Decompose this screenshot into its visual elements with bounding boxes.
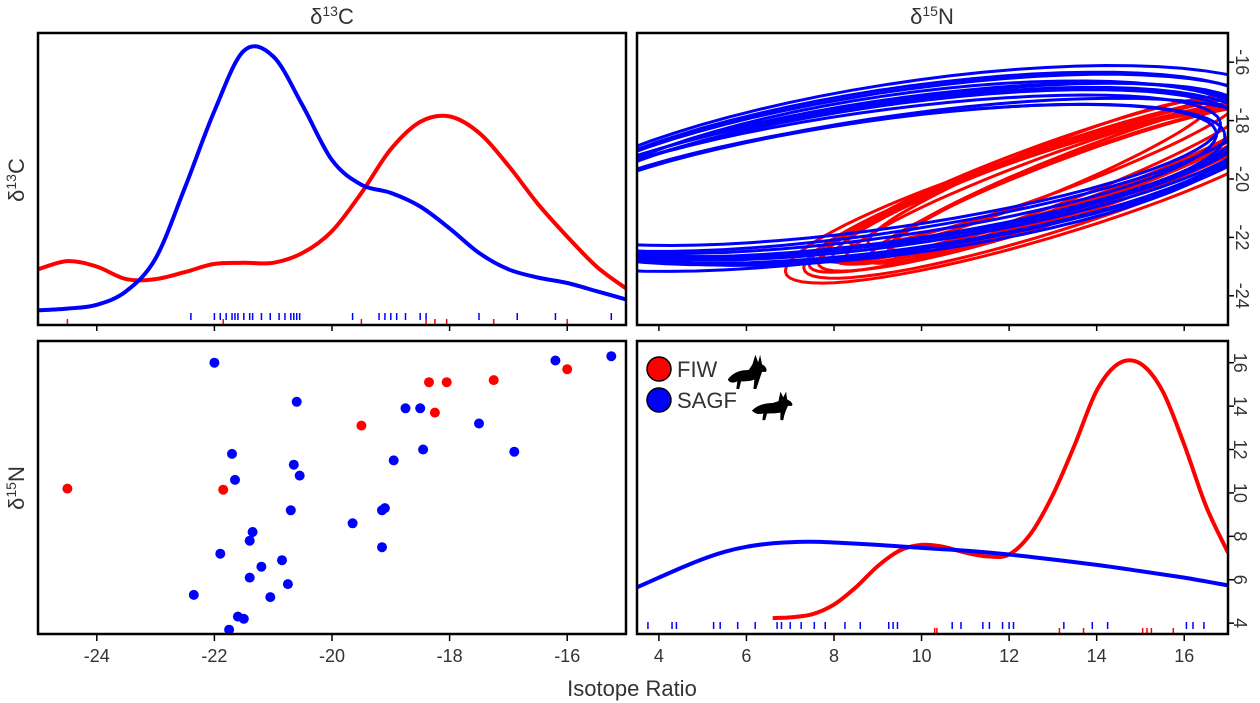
- scatter-panel: -24 -22 -20 -18 -16: [36, 339, 628, 666]
- legend-swatch-fiw: [646, 356, 672, 382]
- ellipse-sagf: [637, 96, 1228, 273]
- row1-label: δ13C: [3, 158, 29, 202]
- x-tick-label: 10: [912, 646, 932, 666]
- density-line-sagf: [38, 44, 626, 313]
- point-sagf: [188, 589, 199, 600]
- panel-frame: [635, 339, 1230, 636]
- point-sagf: [209, 357, 220, 368]
- legend-label-fiw: FIW: [677, 357, 718, 382]
- y-tick-label: -24: [1232, 283, 1252, 309]
- fox-icon: [727, 354, 767, 389]
- x-axis-title: Isotope Ratio: [567, 676, 697, 701]
- density-line-fiw: [772, 358, 1228, 621]
- point-sagf: [550, 355, 561, 366]
- x-tick-label: -16: [554, 646, 580, 666]
- point-fiw: [488, 375, 499, 386]
- point-fiw: [424, 377, 434, 388]
- row2-label: δ15N: [3, 466, 29, 510]
- x-tick-label: 16: [1174, 646, 1194, 666]
- x-tick-label: -24: [84, 646, 110, 666]
- point-sagf: [282, 579, 293, 590]
- legend-swatch-sagf: [646, 387, 672, 413]
- ellipse-sagf: [637, 81, 1228, 253]
- top-left-title: δ13C: [310, 3, 354, 29]
- ellipse-sagf: [637, 72, 1228, 262]
- ellipse-sagf: [637, 79, 1228, 267]
- y-tick-label: 14: [1230, 396, 1250, 416]
- point-fiw: [441, 377, 452, 388]
- point-sagf: [294, 470, 305, 481]
- y-tick-label: 10: [1230, 483, 1250, 503]
- point-sagf: [227, 448, 237, 459]
- y-tick-label: 16: [1230, 353, 1250, 373]
- point-fiw: [562, 364, 573, 375]
- y-tick-label: -18: [1232, 108, 1252, 134]
- ellipse-sagf: [637, 93, 1223, 248]
- point-sagf: [347, 518, 358, 529]
- point-sagf: [388, 455, 399, 466]
- point-fiw: [356, 420, 367, 431]
- x-tick-label: 4: [654, 646, 664, 666]
- y-tick-label: 4: [1230, 618, 1250, 628]
- x-tick-label: 14: [1087, 646, 1107, 666]
- ellipse-sagf: [637, 70, 1228, 259]
- ellipse-fiw: [783, 106, 1228, 285]
- x-tick-label: 8: [829, 646, 839, 666]
- point-sagf: [474, 418, 484, 429]
- point-fiw: [429, 407, 440, 418]
- point-sagf: [224, 624, 235, 634]
- fox-icon: [751, 391, 793, 421]
- point-sagf: [606, 351, 617, 362]
- point-fiw: [62, 483, 73, 494]
- point-sagf: [400, 403, 411, 414]
- x-tick-label: 6: [741, 646, 751, 666]
- y-tick-label: 6: [1230, 575, 1250, 585]
- point-sagf: [509, 446, 520, 457]
- point-sagf: [415, 403, 426, 414]
- point-sagf: [256, 561, 267, 572]
- y-tick-label: -16: [1232, 49, 1252, 75]
- x-tick-label: 12: [999, 646, 1019, 666]
- point-sagf: [244, 572, 255, 583]
- ellipse-panel: -24 -22 -20 -18 -16: [635, 31, 1252, 331]
- legend-label-sagf: SAGF: [677, 388, 737, 413]
- point-sagf: [238, 613, 249, 624]
- x-tick-label: -22: [201, 646, 227, 666]
- point-sagf: [285, 505, 296, 516]
- x-tick-label: -18: [437, 646, 463, 666]
- y-tick-label: -20: [1232, 166, 1252, 192]
- point-sagf: [230, 474, 240, 485]
- y-tick-label: 12: [1230, 440, 1250, 460]
- point-sagf: [379, 503, 390, 514]
- density-line-sagf: [637, 539, 1228, 590]
- point-sagf: [377, 542, 387, 553]
- point-sagf: [265, 592, 276, 603]
- point-sagf: [247, 527, 258, 537]
- point-sagf: [244, 535, 255, 546]
- point-sagf: [215, 548, 226, 559]
- rug: [66, 313, 613, 325]
- point-sagf: [288, 459, 299, 470]
- d15n-density-panel: 4 6 8 10 12 14 16 4 6 8 10 12 14 16: [635, 339, 1250, 666]
- x-tick-label: -20: [319, 646, 345, 666]
- density-line-fiw: [38, 113, 626, 291]
- point-sagf: [277, 555, 287, 566]
- panel-frame: [36, 339, 628, 636]
- legend: FIW SAGF: [646, 354, 793, 421]
- rug: [647, 622, 1205, 634]
- point-sagf: [291, 396, 302, 407]
- y-tick-label: -22: [1232, 224, 1252, 250]
- point-fiw: [218, 484, 229, 495]
- d13c-density-panel: [36, 31, 628, 331]
- y-tick-label: 8: [1230, 531, 1250, 541]
- panel-frame: [36, 31, 628, 327]
- point-sagf: [418, 444, 429, 455]
- top-right-title: δ15N: [910, 3, 954, 29]
